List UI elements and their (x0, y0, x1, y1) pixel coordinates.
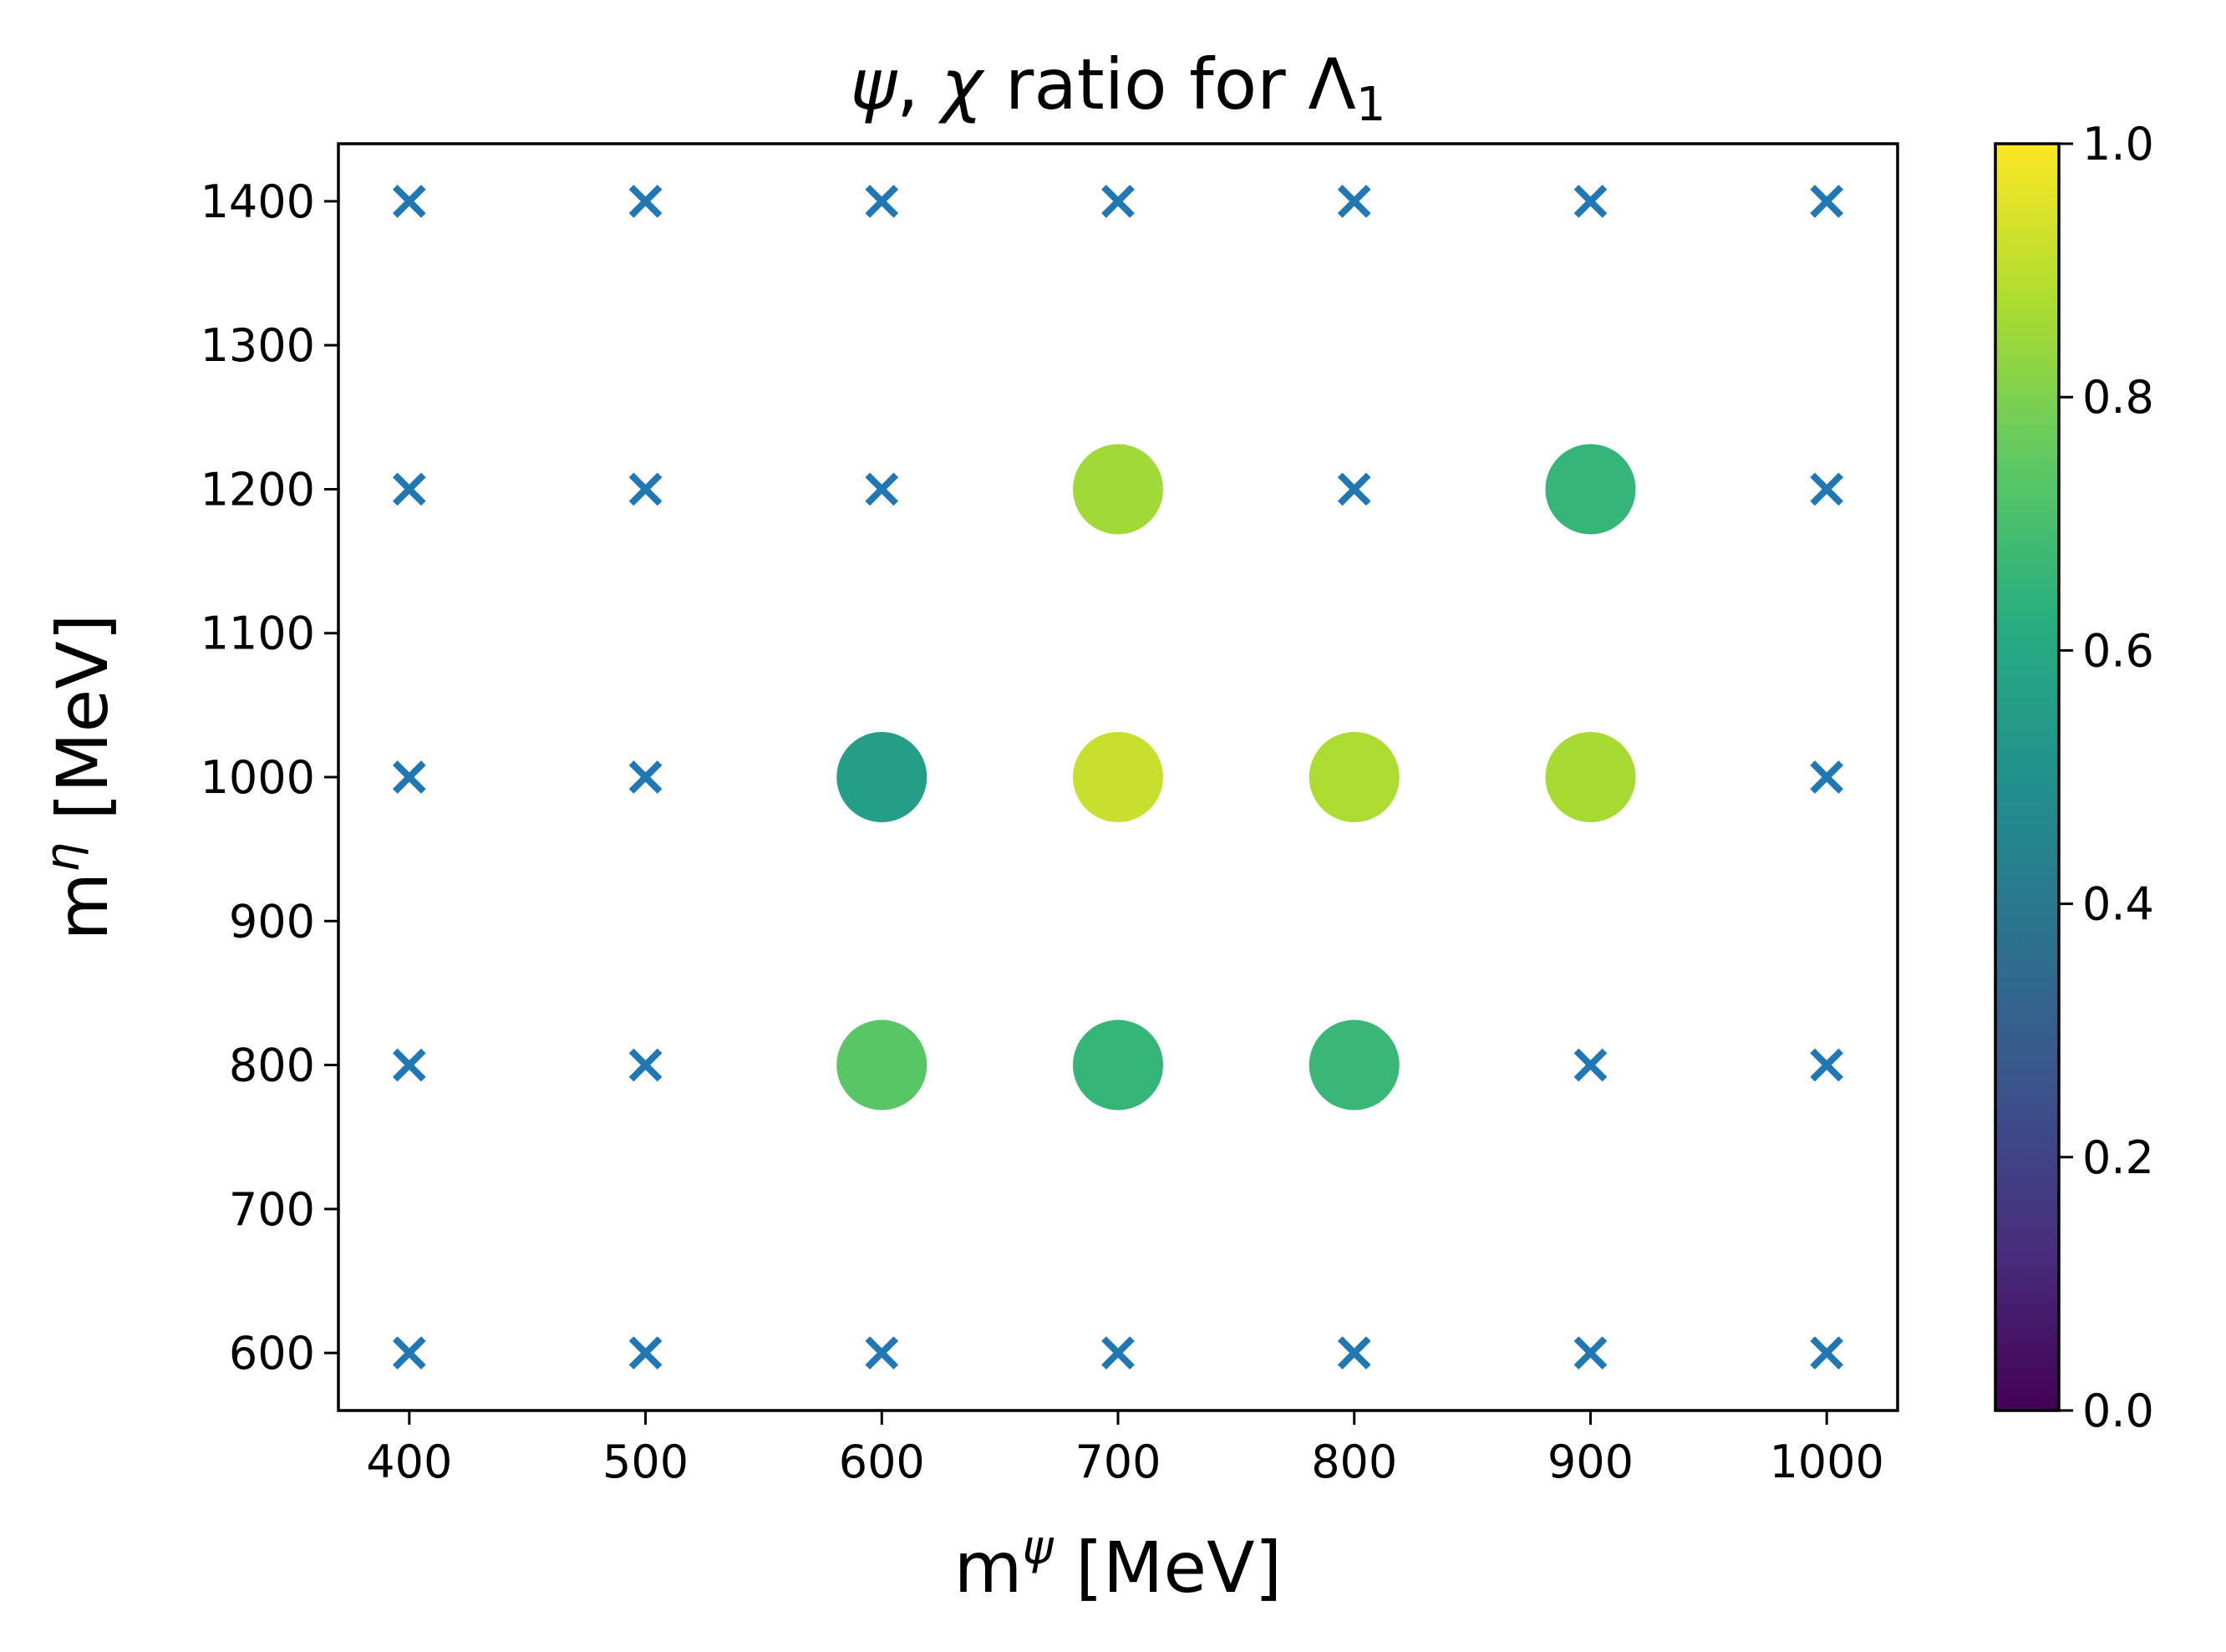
x-axis-ticks: 400 500 600 700 800 900 1000 (366, 1411, 1884, 1488)
cross-marker (392, 760, 426, 794)
circle-marker (1545, 732, 1636, 822)
plot-area: 400 500 600 700 800 900 1000 600 700 800 900 1000 1… (201, 142, 1899, 1488)
colorbar-tick-label: 0.0 (2082, 1385, 2154, 1437)
cross-marker (628, 1336, 663, 1370)
x-tick-label: 1000 (1769, 1436, 1883, 1488)
circle-marker (836, 1019, 928, 1111)
colorbar-gradient (1995, 144, 2059, 1411)
y-axis-ticks: 600 700 800 900 1000 1100 1200 1300 1400 (201, 175, 338, 1380)
colorbar: 0.0 0.2 0.4 0.6 0.8 1.0 (1994, 118, 2154, 1437)
cross-marker (628, 760, 663, 794)
colorbar-frame (1994, 142, 2061, 1412)
cross-marker (1810, 760, 1844, 794)
y-tick-label: 600 (229, 1327, 315, 1380)
colorbar-tick-label: 0.6 (2082, 624, 2154, 677)
circle-marker (1309, 1019, 1400, 1111)
colorbar-tick-label: 0.2 (2082, 1131, 2154, 1184)
x-tick-label: 600 (839, 1436, 925, 1488)
cross-marker (1810, 472, 1844, 506)
plot-frame (337, 142, 1899, 1412)
cross-marker (1573, 1048, 1608, 1082)
cross-marker (1810, 1048, 1844, 1082)
chart-title: ψ, χ ratio for Λ1 (851, 43, 1386, 132)
circle-marker (1545, 444, 1636, 535)
y-tick-label: 700 (229, 1183, 315, 1236)
x-axis-label: mψ [MeV] (954, 1521, 1283, 1609)
cross-marker (628, 185, 663, 218)
cross-marker (628, 1048, 663, 1082)
circle-marker (1073, 1019, 1163, 1111)
circle-marker (1073, 444, 1163, 535)
y-tick-label: 1300 (201, 319, 315, 372)
cross-marker (865, 472, 899, 506)
y-tick-label: 1100 (201, 607, 315, 660)
circle-marker (1073, 732, 1163, 822)
colorbar-tick-label: 0.8 (2082, 371, 2154, 424)
cross-marker (392, 472, 426, 506)
cross-marker (1337, 472, 1371, 506)
cross-marker (1810, 1336, 1844, 1370)
cross-marker (392, 185, 426, 218)
cross-marker (392, 1048, 426, 1082)
scatter-markers (392, 185, 1844, 1370)
y-axis-label: mη [MeV] (36, 613, 124, 940)
circle-marker (836, 732, 928, 822)
y-tick-label: 1400 (201, 175, 315, 228)
cross-marker (392, 1336, 426, 1370)
cross-marker (1573, 185, 1608, 218)
y-tick-label: 800 (229, 1039, 315, 1092)
x-tick-label: 800 (1311, 1436, 1397, 1488)
circle-marker (1309, 732, 1400, 822)
cross-marker (1810, 185, 1844, 218)
cross-marker (1337, 185, 1371, 218)
y-tick-label: 1000 (201, 751, 315, 804)
cross-marker (865, 1336, 899, 1370)
x-tick-label: 700 (1075, 1436, 1161, 1488)
colorbar-ticks: 0.0 0.2 0.4 0.6 0.8 1.0 (2059, 118, 2154, 1437)
cross-marker (1101, 185, 1135, 218)
cross-marker (1337, 1336, 1371, 1370)
cross-marker (1101, 1336, 1135, 1370)
x-tick-label: 500 (602, 1436, 689, 1488)
x-tick-label: 900 (1548, 1436, 1634, 1488)
cross-marker (865, 185, 899, 218)
colorbar-tick-label: 1.0 (2082, 118, 2154, 170)
cross-marker (1573, 1336, 1608, 1370)
cross-marker (628, 472, 663, 506)
y-tick-label: 1200 (201, 463, 315, 516)
colorbar-tick-label: 0.4 (2082, 878, 2154, 931)
x-tick-label: 400 (366, 1436, 452, 1488)
y-tick-label: 900 (229, 895, 315, 948)
